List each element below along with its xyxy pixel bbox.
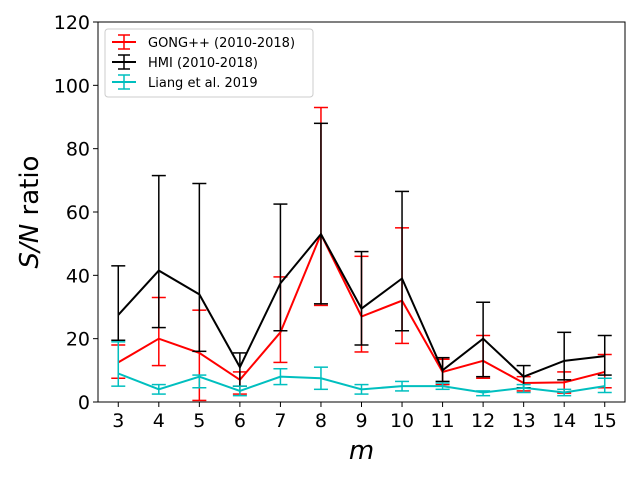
legend-label: HMI (2010-2018) — [148, 56, 258, 71]
x-tick-label: 3 — [112, 410, 124, 432]
x-tick-label: 9 — [355, 410, 367, 432]
x-tick-label: 10 — [390, 410, 414, 432]
y-tick-label: 60 — [66, 202, 90, 224]
y-axis-label: S/N ratio — [15, 156, 45, 269]
y-axis-label-italic: S/N — [15, 224, 45, 269]
legend-frame — [104, 28, 314, 98]
x-tick-label: 14 — [552, 410, 576, 432]
series-2 — [111, 341, 612, 397]
y-tick-label: 80 — [66, 139, 90, 161]
axes-layer: 3 4 5 6 7 8 9 10 11 12 13 14 15 0 20 40 60 80 100 120 — [54, 12, 617, 432]
y-tick-label: 40 — [66, 265, 90, 287]
x-tick-label: 5 — [193, 410, 205, 432]
y-axis-label-rest: ratio — [15, 156, 45, 224]
x-axis-label: m — [349, 436, 374, 466]
series-1 — [111, 122, 612, 389]
y-tick-label: 20 — [66, 329, 90, 351]
legend: GONG++ (2010-2018) HMI (2010-2018) Liang e… — [104, 28, 314, 98]
x-tick-label: 13 — [512, 410, 536, 432]
x-tick-label: 7 — [274, 410, 286, 432]
legend-label: GONG++ (2010-2018) — [148, 36, 295, 51]
y-tick-label: 100 — [54, 75, 90, 97]
series-line — [117, 232, 605, 378]
x-tick-label: 12 — [471, 410, 495, 432]
x-tick-label: 15 — [593, 410, 617, 432]
series-layer — [111, 106, 612, 402]
legend-label: Liang et al. 2019 — [148, 76, 258, 91]
x-tick-label: 6 — [234, 410, 246, 432]
y-tick-label: 0 — [78, 392, 90, 414]
x-tick-label: 11 — [430, 410, 454, 432]
series-line — [117, 372, 605, 394]
x-tick-label: 8 — [315, 410, 327, 432]
y-tick-label: 120 — [54, 12, 90, 34]
x-tick-label: 4 — [153, 410, 165, 432]
